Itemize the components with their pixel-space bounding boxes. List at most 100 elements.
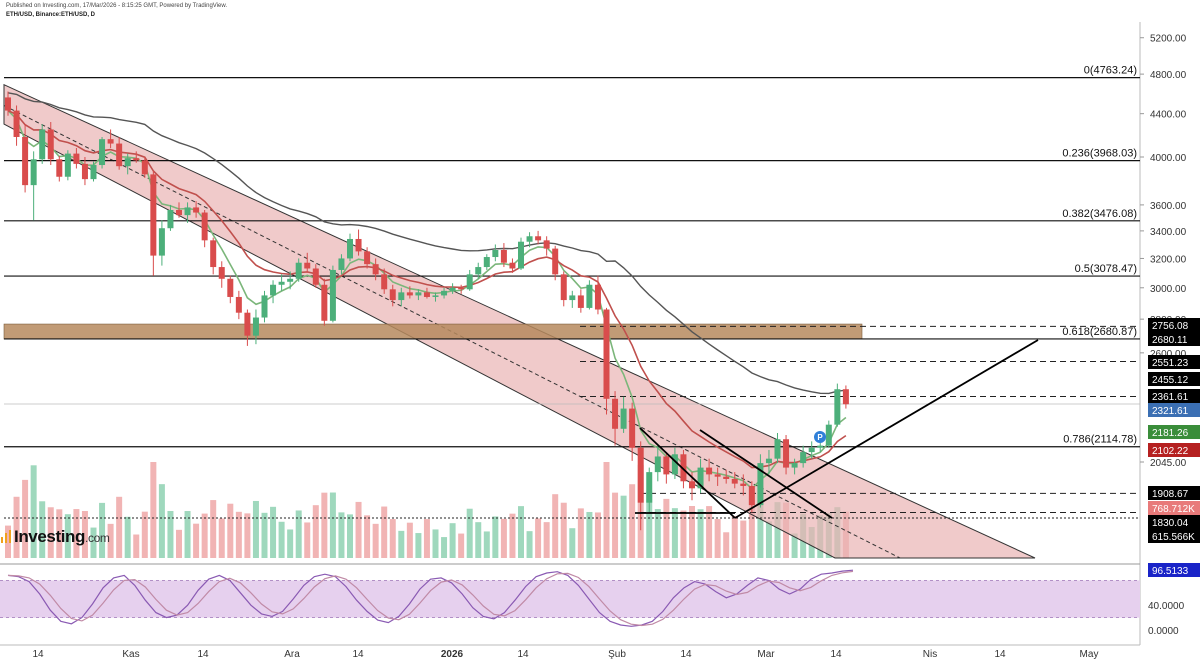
volume-bar	[355, 501, 362, 558]
candle-body	[355, 238, 362, 252]
volume-bar	[56, 509, 63, 558]
candle-body	[449, 287, 456, 291]
price-tag-bg	[1148, 372, 1200, 386]
long-ma-line	[7, 92, 846, 395]
price-tag: 2361.61	[1152, 392, 1189, 403]
candle-body	[184, 207, 191, 216]
volume-bar	[629, 484, 636, 558]
candle-body	[466, 274, 473, 290]
candle-body	[543, 240, 550, 249]
candle-body	[697, 467, 704, 489]
stoch-tag: 96.5133	[1152, 566, 1189, 577]
volume-bar	[227, 503, 234, 558]
investing-logo: Investing.com	[14, 527, 110, 547]
volume-bar	[714, 519, 721, 558]
volume-bar	[321, 492, 328, 558]
candle-body	[825, 424, 832, 446]
volume-bar	[774, 502, 781, 558]
pivot-marker-icon	[814, 431, 826, 443]
volume-bar	[458, 533, 465, 558]
candle-body	[295, 262, 302, 279]
fib-label: 0.382(3476.08)	[1062, 208, 1137, 220]
candle-body	[261, 295, 268, 318]
candle-body	[432, 295, 439, 297]
candle-body	[364, 251, 371, 265]
candle-body	[312, 268, 319, 285]
fib-label: 0.5(3078.47)	[1075, 263, 1137, 275]
candle-body	[270, 284, 277, 296]
price-tick-label: 3600.00	[1150, 201, 1187, 212]
candle-body	[586, 284, 593, 308]
volume-bar	[389, 519, 396, 558]
pivot-marker-label: P	[817, 433, 823, 442]
volume-bar	[81, 511, 88, 558]
investing-logo-icon	[1, 530, 11, 543]
volume-bar	[329, 492, 336, 558]
volume-bar	[492, 516, 499, 558]
price-tag-bg	[1148, 332, 1200, 346]
candle-body	[201, 212, 208, 241]
price-tag: 2102.22	[1152, 446, 1189, 457]
candle-body	[689, 481, 695, 489]
stoch-k-line	[7, 569, 854, 627]
stoch-tag-bg	[1148, 563, 1200, 577]
candle-body	[757, 463, 764, 506]
volume-bar	[116, 496, 123, 558]
candle-body	[603, 309, 610, 399]
candle-body	[227, 278, 234, 297]
volume-bar	[689, 506, 695, 558]
candle-body	[518, 241, 524, 269]
candle-body	[56, 159, 63, 177]
volume-bar	[47, 507, 54, 558]
volume-bar	[671, 508, 678, 558]
time-tick-label: Ara	[284, 649, 300, 660]
candle-body	[158, 228, 165, 256]
volume-bar	[133, 534, 140, 558]
candle-body	[441, 290, 448, 296]
candle-body	[30, 159, 37, 186]
volume-bar	[184, 511, 191, 558]
volume-bar	[90, 527, 97, 558]
candle-body	[475, 267, 482, 275]
candle-body	[124, 158, 131, 167]
volume-bar	[731, 516, 738, 558]
volume-bar	[210, 500, 217, 558]
candle-body	[834, 389, 841, 425]
volume-bar	[124, 516, 131, 558]
volume-bar	[304, 522, 311, 558]
candle-body	[594, 284, 601, 310]
candle-body	[808, 447, 815, 453]
price-tick-label: 4400.00	[1150, 110, 1187, 121]
time-tick-label: 14	[680, 649, 692, 660]
time-tick-label: Mar	[757, 649, 775, 660]
candle-body	[398, 292, 405, 301]
volume-bar	[295, 510, 302, 558]
time-tick-label: 2026	[441, 649, 464, 660]
candle-body	[13, 110, 20, 137]
fib-label: 0.786(2114.78)	[1063, 434, 1137, 446]
price-tag: 2680.11	[1152, 335, 1188, 346]
volume-bar	[270, 506, 277, 558]
candle-body	[107, 139, 114, 144]
candle-body	[654, 456, 661, 473]
price-tag-bg	[1148, 389, 1200, 403]
candle-body	[671, 454, 678, 475]
candle-body	[483, 257, 490, 268]
volume-bar	[406, 522, 413, 558]
time-tick-label: May	[1080, 649, 1099, 660]
volume-bar	[107, 523, 114, 558]
price-tag-bg	[1148, 355, 1200, 369]
time-tick-label: 14	[517, 649, 529, 660]
price-tag: 1908.67	[1152, 489, 1189, 500]
candle-body	[748, 485, 755, 506]
time-tick-label: 14	[197, 649, 209, 660]
volume-bar	[543, 522, 550, 558]
candle-body	[22, 136, 29, 186]
volume-bar	[646, 491, 653, 558]
candle-body	[210, 240, 217, 268]
volume-bar	[791, 533, 798, 558]
candle-body	[304, 262, 311, 269]
volume-bar	[158, 484, 165, 558]
time-tick-label: 14	[32, 649, 44, 660]
